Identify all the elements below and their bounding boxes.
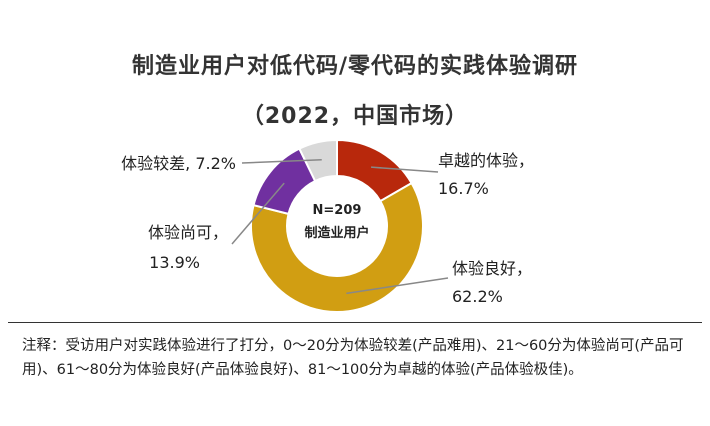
- slice-value-1: 16.7%: [438, 179, 489, 198]
- leader-line-4: [241, 158, 322, 164]
- slice-name-3: 体验尚可，: [148, 223, 228, 242]
- slice-value-3: 13.9%: [149, 253, 200, 272]
- slice-labels: 卓越的体验， 16.7% 体验良好， 62.2% 体验尚可， 13.9% 体验较差, 7.2…: [121, 151, 534, 306]
- footnote: 注释：受访用户对实践体验进行了打分，0～20分为体验较差(产品难用)、21～60…: [22, 338, 684, 378]
- chart-title: 制造业用户对低代码/零代码的实践体验调研: [131, 54, 579, 79]
- donut-slices: [250, 138, 424, 313]
- leader-lines: [231, 158, 449, 295]
- slice-name-1: 卓越的体验，: [438, 151, 534, 170]
- center-group-label: 制造业用户: [304, 225, 369, 241]
- leader-line-3: [231, 182, 285, 245]
- slice-value-2: 62.2%: [452, 287, 503, 306]
- leader-line-2: [346, 277, 449, 295]
- center-sample-label: N=209: [313, 203, 362, 218]
- slice-2: [250, 181, 424, 313]
- chart-subtitle: （2022，中国市场）: [241, 104, 469, 129]
- slice-label-4: 体验较差, 7.2%: [121, 154, 236, 173]
- note-divider: [8, 322, 702, 323]
- leader-line-1: [371, 166, 439, 173]
- slice-name-2: 体验良好，: [452, 259, 532, 278]
